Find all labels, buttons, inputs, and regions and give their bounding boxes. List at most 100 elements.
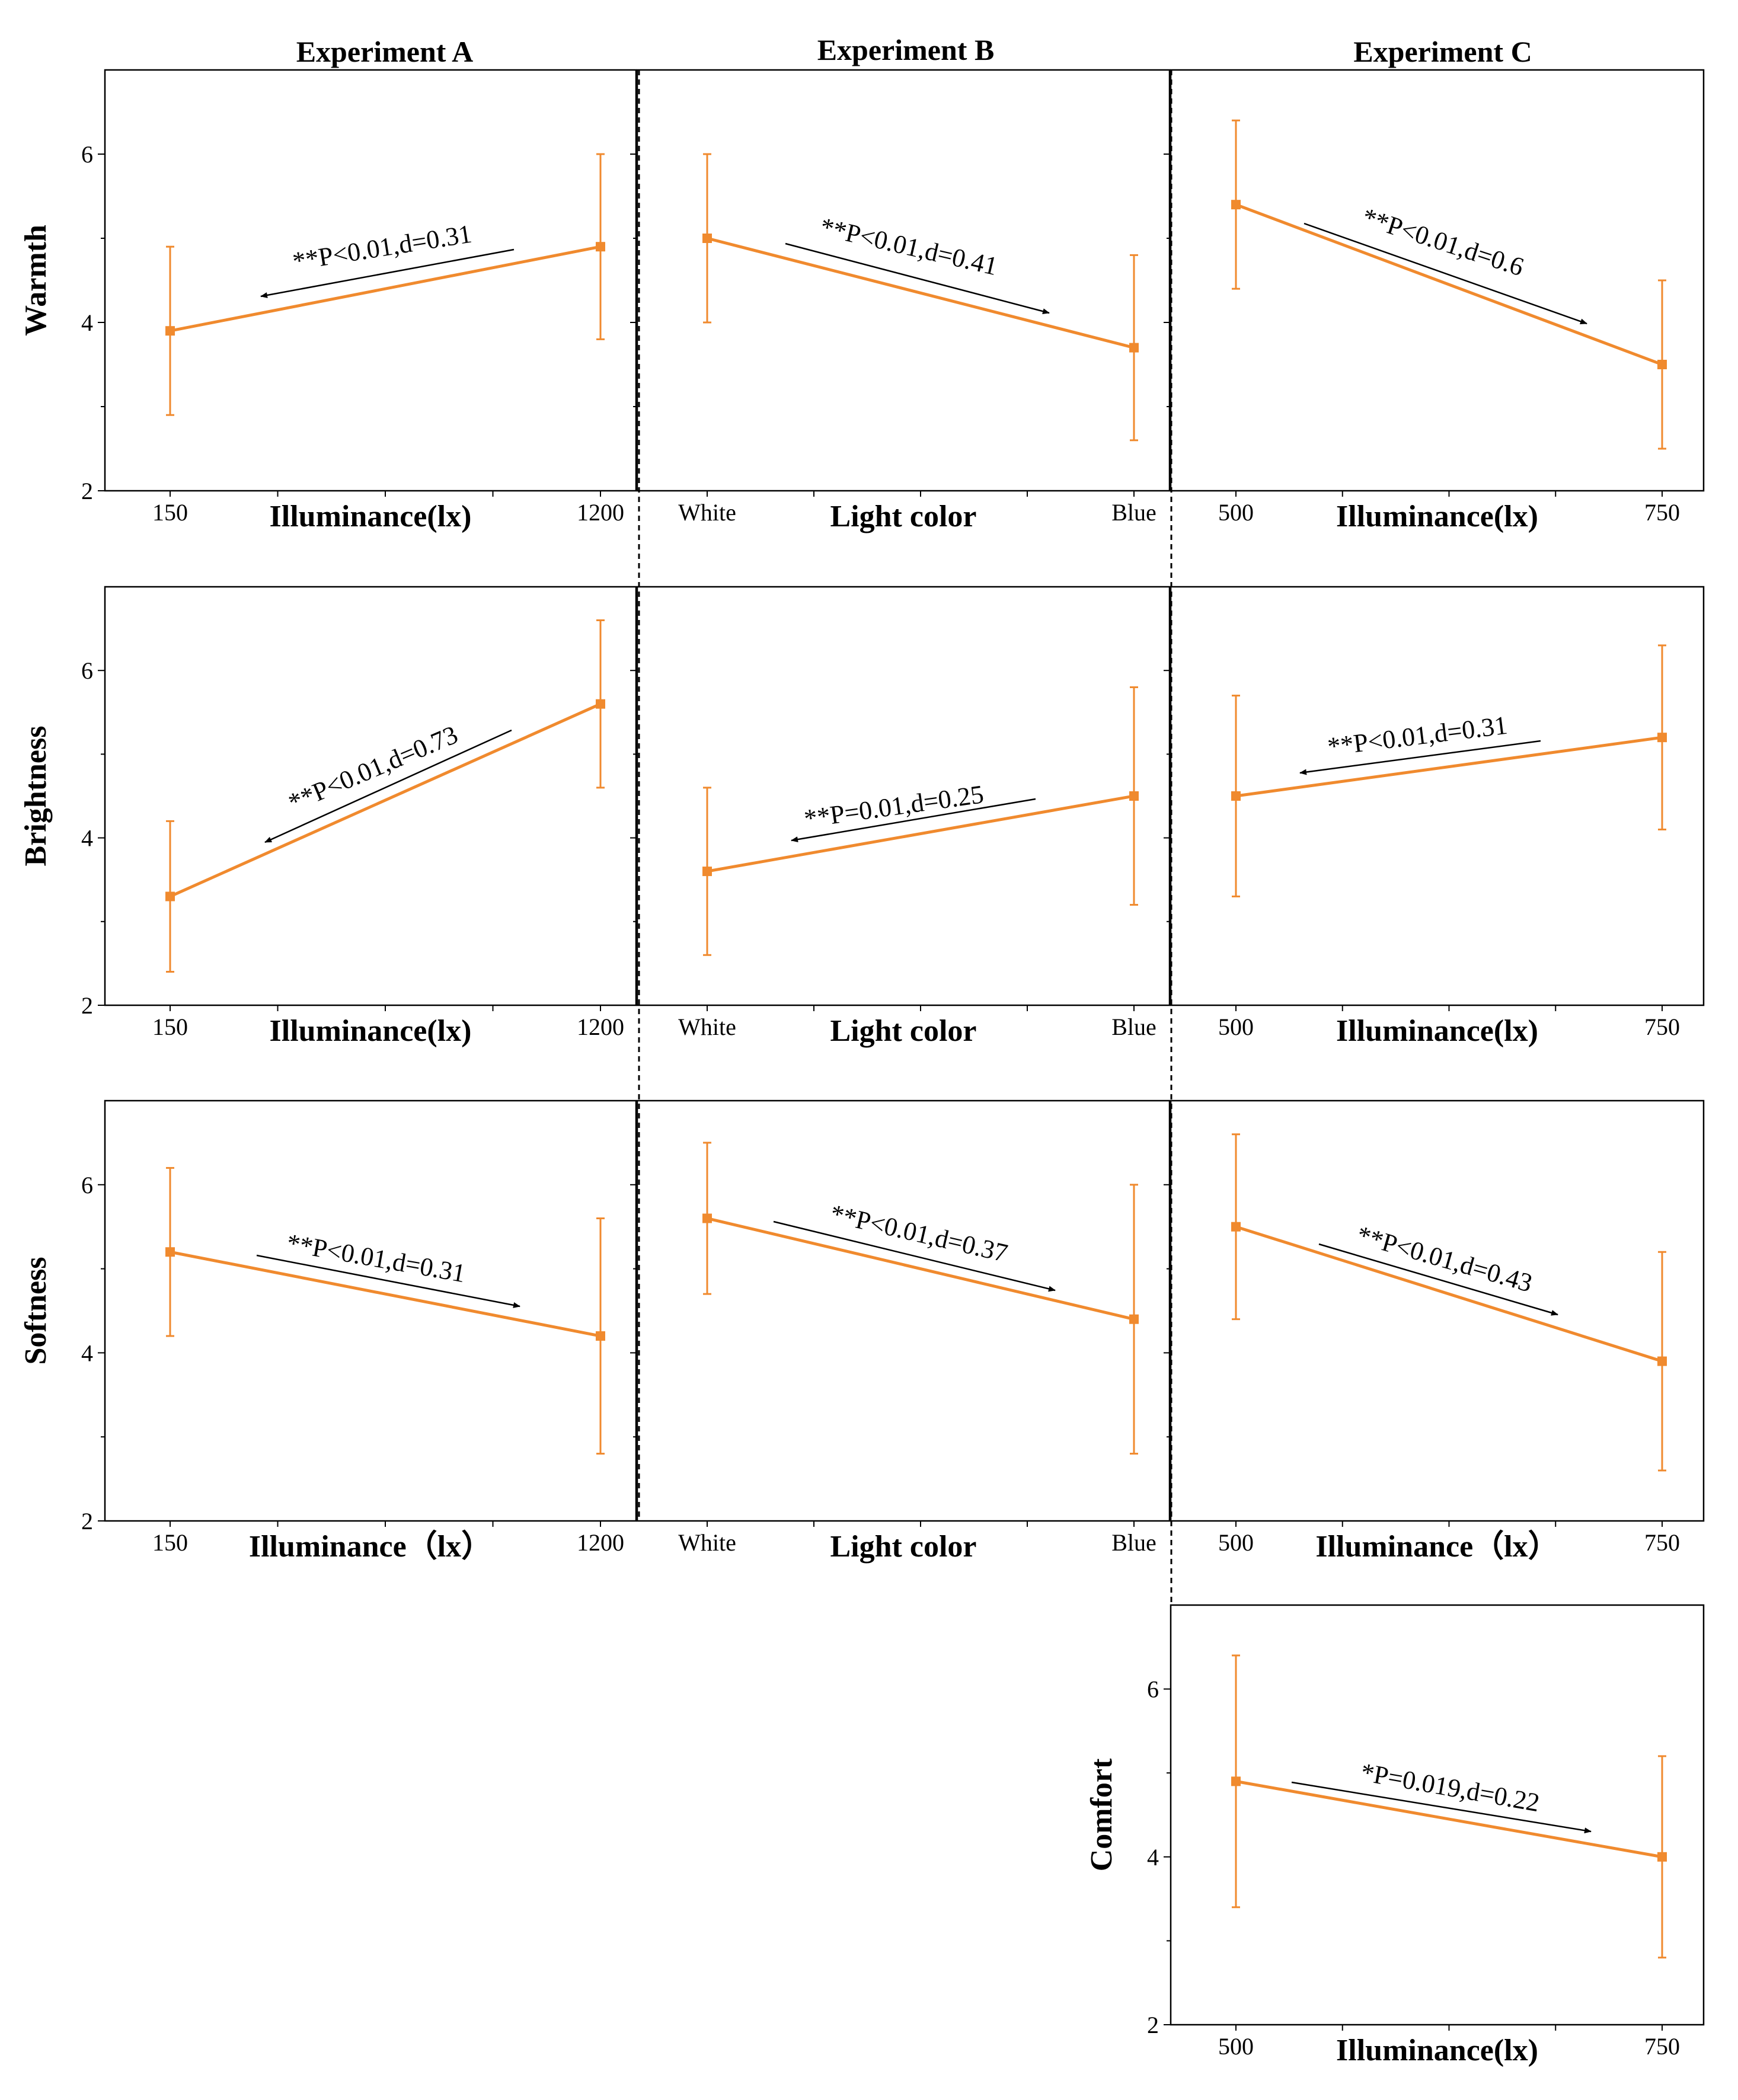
x-category-label: 500 xyxy=(1218,2033,1254,2060)
significance-arrow xyxy=(791,798,1036,843)
y-tick-label: 6 xyxy=(81,657,93,684)
significance-annotation: **P<0.01,d=0.43 xyxy=(1354,1220,1536,1297)
y-axis-label: Softness xyxy=(19,1257,53,1364)
data-point-marker xyxy=(702,1213,712,1223)
x-category-label: 500 xyxy=(1218,1529,1254,1556)
series-line xyxy=(707,236,1135,350)
plot-frame xyxy=(636,1099,1171,1522)
y-tick-label: 2 xyxy=(81,1508,93,1535)
series-line xyxy=(707,794,1135,873)
data-point-marker xyxy=(165,326,175,336)
plot-frame xyxy=(1170,1099,1705,1522)
x-axis-label: Illuminance(lx) xyxy=(1336,500,1538,533)
significance-annotation: **P=0.01,d=0.25 xyxy=(803,779,986,833)
chart-panels: 2 4 6 150 1200 Illuminance(lx) Warmth **P<0.01,… xyxy=(19,69,1705,2067)
data-point-marker xyxy=(1657,1852,1667,1862)
series-line xyxy=(1235,736,1663,798)
panel-C-softness: 500 750 Illuminance（lx） **P<0.01,d=0.43 xyxy=(1164,1099,1705,1564)
y-tick-label: 2 xyxy=(81,478,93,504)
x-category-label: White xyxy=(678,499,736,526)
data-point-marker xyxy=(702,234,712,243)
y-tick-label: 4 xyxy=(81,1340,93,1366)
y-tick-label: 6 xyxy=(81,141,93,168)
data-point-marker xyxy=(1129,343,1139,353)
x-category-label: 150 xyxy=(152,1014,188,1040)
significance-arrow xyxy=(1304,222,1587,325)
data-point-marker xyxy=(165,891,175,902)
x-axis-label: Light color xyxy=(830,1530,977,1564)
column-titles: Experiment A Experiment B Experiment C xyxy=(296,33,1532,68)
series-line xyxy=(170,245,601,333)
data-point-marker xyxy=(596,1331,605,1341)
panel-B-warmth: White Blue Light color **P<0.01,d=0.41 xyxy=(630,69,1171,533)
x-category-label: 750 xyxy=(1644,2033,1680,2060)
data-point-marker xyxy=(596,242,605,252)
significance-arrow xyxy=(260,248,515,298)
x-axis-label: Illuminance(lx) xyxy=(270,500,472,533)
x-category-label: Blue xyxy=(1111,1529,1156,1556)
y-axis-label: Warmth xyxy=(19,225,53,336)
data-point-marker xyxy=(1231,200,1241,210)
significance-annotation: **P<0.01,d=0.73 xyxy=(284,720,462,817)
x-category-label: 750 xyxy=(1644,1529,1680,1556)
x-axis-label: Illuminance(lx) xyxy=(1336,1014,1538,1048)
y-tick-label: 2 xyxy=(81,992,93,1019)
data-point-marker xyxy=(1657,1356,1667,1366)
x-category-label: 1200 xyxy=(577,1529,624,1556)
significance-arrow xyxy=(1318,1243,1558,1316)
x-axis-label: Light color xyxy=(830,500,977,533)
significance-arrow xyxy=(1299,740,1541,775)
plot-frame xyxy=(636,586,1171,1006)
y-tick-label: 4 xyxy=(81,825,93,852)
column-title-experiment-c: Experiment C xyxy=(1353,35,1532,68)
panel-A-brightness: 2 4 6 150 1200 Illuminance(lx) Brightness **P<0… xyxy=(19,586,637,1048)
x-axis-label: Light color xyxy=(830,1014,977,1048)
data-point-marker xyxy=(1129,791,1139,801)
y-tick-label: 4 xyxy=(81,309,93,336)
data-point-marker xyxy=(1657,360,1667,369)
plot-frame xyxy=(104,1099,637,1522)
significance-annotation: **P<0.01,d=0.31 xyxy=(1326,711,1509,762)
x-category-label: Blue xyxy=(1111,1014,1156,1040)
significance-arrow xyxy=(785,242,1050,315)
plot-frame xyxy=(104,586,637,1006)
series-line xyxy=(170,1250,601,1338)
y-tick-label: 2 xyxy=(1147,2012,1159,2038)
y-tick-label: 6 xyxy=(1147,1676,1159,1703)
data-point-marker xyxy=(1231,1776,1241,1786)
series-line xyxy=(1235,203,1663,366)
significance-annotation: **P<0.01,d=0.31 xyxy=(290,219,474,276)
data-point-marker xyxy=(1657,733,1667,743)
x-category-label: 750 xyxy=(1644,1014,1680,1040)
panel-A-warmth: 2 4 6 150 1200 Illuminance(lx) Warmth **P<0.01,… xyxy=(19,69,637,533)
series-line xyxy=(1235,1779,1663,1859)
column-dividers xyxy=(638,70,1172,1605)
plot-frame xyxy=(1170,586,1705,1006)
x-category-label: 500 xyxy=(1218,1014,1254,1040)
data-point-marker xyxy=(165,1247,175,1257)
x-axis-label: Illuminance（lx） xyxy=(249,1529,492,1564)
x-category-label: White xyxy=(678,1529,736,1556)
x-category-label: 500 xyxy=(1218,499,1254,526)
plot-frame xyxy=(1170,1604,1705,2026)
x-category-label: 1200 xyxy=(577,499,624,526)
x-axis-label: Illuminance(lx) xyxy=(1336,2034,1538,2067)
x-category-label: Blue xyxy=(1111,499,1156,526)
series-line xyxy=(169,702,602,898)
data-point-marker xyxy=(1231,1222,1241,1232)
data-point-marker xyxy=(1129,1314,1139,1324)
panel-C-brightness: 500 750 Illuminance(lx) **P<0.01,d=0.31 xyxy=(1164,586,1705,1048)
y-tick-label: 6 xyxy=(81,1172,93,1198)
significance-arrow xyxy=(1291,1781,1592,1834)
y-axis-label: Comfort xyxy=(1085,1758,1119,1871)
x-category-label: 750 xyxy=(1644,499,1680,526)
plot-frame xyxy=(104,69,637,492)
column-title-experiment-b: Experiment B xyxy=(817,33,995,66)
significance-arrow xyxy=(256,1254,520,1308)
x-axis-label: Illuminance（lx） xyxy=(1315,1529,1558,1564)
data-point-marker xyxy=(702,867,712,877)
